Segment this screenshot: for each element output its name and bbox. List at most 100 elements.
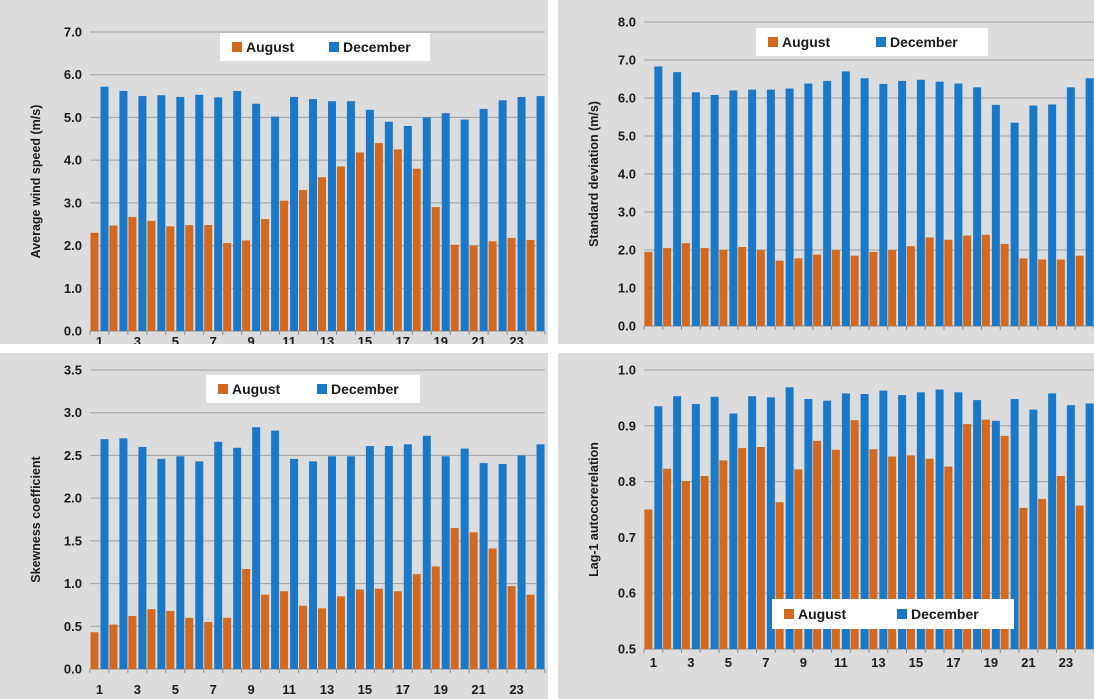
y-tick-label: 0.0 <box>64 662 82 677</box>
bar-december-7 <box>766 397 775 649</box>
chart-panel-skewness: 0.0 0.5 1.0 1.5 2.0 2.5 3.0 3.5 1 3 5 7 9 11 13 15 17 19 2… <box>0 353 548 699</box>
y-axis-title: Average wind speed (m/s) <box>29 105 43 259</box>
bar-december-24 <box>1085 403 1094 649</box>
chart-average-wind-speed: 0.01.02.03.04.05.06.07.01 3 5 7 9 11 13 15 17 19 2… <box>29 25 546 344</box>
bar-august-8 <box>223 617 232 669</box>
bar-august-12 <box>299 190 308 331</box>
legend-label-august: August <box>782 34 831 50</box>
bar-august-15 <box>906 455 915 649</box>
bar-august-24 <box>526 240 535 331</box>
chart-panel-lag1-autocorrelation: 0.5 0.6 0.7 0.8 0.9 1.0 1 3 5 7 9 11 13 15 17 19 21 23 Lag… <box>558 353 1094 699</box>
legend-swatch-december <box>329 42 339 52</box>
bar-august-5 <box>166 610 175 669</box>
x-tick-label: 23 <box>509 334 523 344</box>
bar-august-20 <box>1000 243 1009 326</box>
bar-december-11 <box>290 96 299 331</box>
bar-august-9 <box>242 240 251 331</box>
legend-label-december: December <box>331 381 399 397</box>
bar-december-6 <box>195 94 204 331</box>
bar-december-18 <box>422 117 431 331</box>
bar-december-24 <box>1085 78 1094 327</box>
bar-december-2 <box>119 90 128 332</box>
bar-december-13 <box>327 101 336 331</box>
chart-standard-deviation: 0.0 1.0 2.0 3.0 4.0 5.0 6.0 7.0 8.0 Standard devi… <box>587 15 1094 334</box>
bar-december-10 <box>271 116 280 332</box>
bar-december-10 <box>823 80 832 327</box>
y-tick-label: 5.0 <box>618 129 636 144</box>
bar-december-20 <box>460 119 469 331</box>
bar-december-12 <box>309 99 318 331</box>
bar-august-4 <box>147 609 156 669</box>
bar-august-10 <box>813 440 822 649</box>
legend-box <box>220 33 430 61</box>
bar-august-6 <box>185 225 194 331</box>
bar-december-11 <box>841 393 850 649</box>
x-tick-label: 9 <box>800 655 807 670</box>
y-tick-label: 5.0 <box>64 110 82 125</box>
bar-december-2 <box>673 396 682 649</box>
legend-label-august: August <box>798 606 847 622</box>
bar-august-16 <box>925 237 934 326</box>
y-axis-title: Lag-1 autocorerelation <box>587 442 601 577</box>
x-tick-label: 7 <box>210 682 217 697</box>
bar-august-2 <box>109 225 118 331</box>
bar-august-17 <box>393 149 402 331</box>
bar-december-15 <box>365 109 374 332</box>
bar-august-18 <box>963 235 972 326</box>
y-tick-label: 6.0 <box>64 67 82 82</box>
bar-december-23 <box>517 96 526 331</box>
legend-swatch-december <box>317 384 327 394</box>
bar-august-19 <box>981 419 990 649</box>
bar-august-21 <box>1019 258 1028 326</box>
x-tick-label: 23 <box>509 682 523 697</box>
bar-december-4 <box>157 95 166 332</box>
bar-december-21 <box>479 463 488 669</box>
x-tick-label: 1 <box>96 334 103 344</box>
x-tick-label: 17 <box>946 655 960 670</box>
bar-december-10 <box>823 400 832 649</box>
bar-august-21 <box>469 532 478 669</box>
bar-december-14 <box>898 80 907 327</box>
bar-december-5 <box>176 96 185 331</box>
bar-august-19 <box>431 566 440 669</box>
bar-december-8 <box>233 90 242 332</box>
legend: August December <box>772 599 1014 629</box>
bar-august-12 <box>850 420 859 649</box>
legend-swatch-august <box>768 37 778 47</box>
bar-august-5 <box>719 460 728 649</box>
bar-december-7 <box>214 441 223 669</box>
bar-december-23 <box>517 455 526 669</box>
bar-august-3 <box>128 216 137 331</box>
bar-august-1 <box>90 232 99 331</box>
bar-december-9 <box>804 83 813 326</box>
y-tick-label: 0.7 <box>618 530 636 545</box>
bar-august-8 <box>775 260 784 326</box>
x-tick-label: 15 <box>358 334 372 344</box>
x-tick-label: 9 <box>248 682 255 697</box>
y-tick-label: 3.0 <box>64 195 82 210</box>
bar-december-3 <box>691 404 700 649</box>
bar-december-2 <box>119 438 128 669</box>
bar-august-3 <box>128 616 137 669</box>
x-tick-label: 5 <box>725 655 732 670</box>
bar-august-11 <box>280 200 289 331</box>
bar-december-15 <box>916 392 925 649</box>
bar-december-15 <box>916 79 925 326</box>
bar-december-2 <box>673 72 682 326</box>
legend-label-august: August <box>232 381 281 397</box>
bar-august-10 <box>261 219 270 331</box>
bar-december-24 <box>536 96 545 331</box>
bar-august-20 <box>1000 435 1009 649</box>
bar-august-4 <box>700 248 709 326</box>
bar-august-11 <box>831 250 840 326</box>
y-tick-label: 7.0 <box>618 53 636 68</box>
y-tick-label: 8.0 <box>618 15 636 30</box>
bar-august-3 <box>681 481 690 649</box>
x-tick-label: 19 <box>433 334 447 344</box>
bar-august-8 <box>775 502 784 649</box>
bar-august-6 <box>185 617 194 669</box>
x-tick-label: 19 <box>984 655 998 670</box>
x-tick-label: 17 <box>396 334 410 344</box>
y-tick-label: 0.6 <box>618 586 636 601</box>
y-tick-label: 4.0 <box>618 167 636 182</box>
